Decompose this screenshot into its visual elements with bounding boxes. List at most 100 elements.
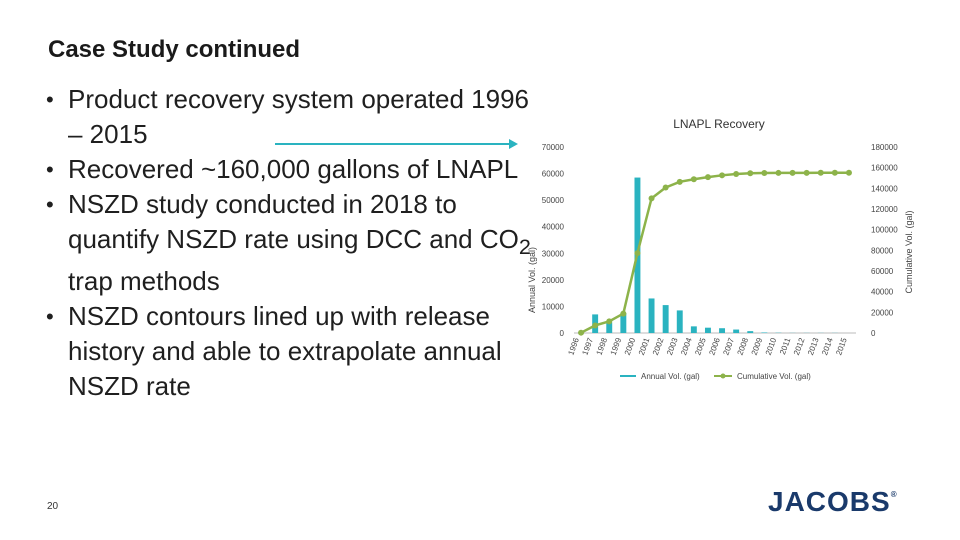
y-right-axis-title: Cumulative Vol. (gal) <box>904 210 914 293</box>
legend-swatch-point <box>720 373 726 379</box>
x-tick-label: 2009 <box>750 336 765 356</box>
bullet-text: NSZD contours lined up with release hist… <box>68 301 502 402</box>
bar <box>606 322 613 333</box>
x-tick-label: 2001 <box>637 336 652 356</box>
logo-text: JACOBS <box>768 486 891 517</box>
x-tick-label: 1998 <box>595 336 610 356</box>
page-number: 20 <box>47 501 59 512</box>
y-tick-label: 10000 <box>542 302 565 311</box>
chart-title: LNAPL Recovery <box>673 117 765 131</box>
bar <box>676 310 683 333</box>
cumulative-point <box>620 310 627 317</box>
x-tick-label: 2006 <box>707 336 722 356</box>
cumulative-point <box>662 184 669 191</box>
x-tick-label: 2003 <box>665 336 680 356</box>
x-tick-label: 2008 <box>736 336 751 356</box>
y-tick-label: 40000 <box>542 223 565 232</box>
x-tick-label: 2000 <box>623 336 638 356</box>
cumulative-point <box>775 169 782 176</box>
cumulative-point <box>845 169 852 176</box>
x-tick-label: 2002 <box>651 336 666 356</box>
bar <box>733 329 740 333</box>
bar <box>662 305 669 333</box>
bullet-item: • NSZD study conducted in 2018 to quanti… <box>40 187 540 299</box>
x-tick-label: 2011 <box>778 336 793 356</box>
arrow-line <box>275 143 513 145</box>
cumulative-point <box>789 169 796 176</box>
legend-label: Cumulative Vol. (gal) <box>737 372 811 381</box>
cumulative-point <box>634 250 641 257</box>
cumulative-point <box>676 178 683 185</box>
x-tick-label: 2014 <box>820 336 835 356</box>
cumulative-point <box>719 172 726 179</box>
x-tick-label: 1997 <box>580 336 595 356</box>
y-right-tick-label: 180000 <box>871 143 898 152</box>
y-right-tick-label: 160000 <box>871 164 898 173</box>
x-tick-label: 2004 <box>679 336 694 356</box>
y-right-tick-label: 0 <box>871 329 876 338</box>
x-tick-label: 2005 <box>693 336 708 356</box>
x-tick-label: 2010 <box>764 336 779 356</box>
y-tick-label: 70000 <box>542 143 565 152</box>
slide-title: Case Study continued <box>48 36 301 63</box>
bullet-text-part: NSZD study conducted in 2018 to quantify… <box>68 189 519 254</box>
bullet-list: • Product recovery system operated 1996 … <box>40 82 540 404</box>
cumulative-point <box>592 322 599 329</box>
cumulative-point <box>733 170 740 177</box>
bullet-text: NSZD study conducted in 2018 to quantify… <box>68 189 531 296</box>
bar <box>648 298 655 333</box>
x-tick-label: 2012 <box>792 336 807 356</box>
cumulative-point <box>803 169 810 176</box>
bar <box>620 313 627 333</box>
subscript: 2 <box>518 234 531 260</box>
x-tick-label: 1996 <box>566 336 581 356</box>
registered-mark: ® <box>890 490 898 499</box>
bar <box>761 332 768 333</box>
cumulative-point <box>761 170 768 177</box>
cumulative-point <box>704 174 711 181</box>
bullet-dot-icon: • <box>46 87 54 112</box>
bullet-dot-icon: • <box>46 157 54 182</box>
bullet-dot-icon: • <box>46 304 54 330</box>
bullet-text-part: trap methods <box>68 266 220 297</box>
bullet-text: Recovered ~160,000 gallons of LNAPL <box>68 154 519 184</box>
y-tick-label: 0 <box>560 329 565 338</box>
y-right-tick-label: 80000 <box>871 246 894 255</box>
x-tick-label: 2015 <box>834 336 849 356</box>
bar <box>747 331 754 333</box>
y-right-tick-label: 60000 <box>871 267 894 276</box>
cumulative-point <box>831 169 838 176</box>
bar <box>690 326 697 333</box>
bullet-dot-icon: • <box>46 192 54 217</box>
y-tick-label: 50000 <box>542 196 565 205</box>
jacobs-logo: JACOBS® <box>768 486 898 518</box>
bullet-item: • NSZD contours lined up with release hi… <box>40 299 540 404</box>
y-right-tick-label: 100000 <box>871 226 898 235</box>
bullet-text: Product recovery system operated 1996 – … <box>68 84 530 149</box>
cumulative-point <box>648 195 655 202</box>
x-tick-label: 1999 <box>609 336 624 356</box>
cumulative-point <box>578 329 585 336</box>
cumulative-point <box>606 318 613 325</box>
bullet-item: • Recovered ~160,000 gallons of LNAPL <box>40 152 540 187</box>
y-tick-label: 30000 <box>542 249 565 258</box>
legend-label: Annual Vol. (gal) <box>641 372 700 381</box>
bar <box>719 328 726 333</box>
bullet-item: • Product recovery system operated 1996 … <box>40 82 540 152</box>
x-tick-label: 2013 <box>806 336 821 356</box>
y-tick-label: 20000 <box>542 276 565 285</box>
x-tick-label: 2007 <box>721 336 736 356</box>
y-right-tick-label: 20000 <box>871 308 894 317</box>
cumulative-point <box>690 176 697 183</box>
y-tick-label: 60000 <box>542 170 565 179</box>
y-right-tick-label: 140000 <box>871 184 898 193</box>
arrow-head-icon <box>509 139 518 149</box>
y-right-tick-label: 120000 <box>871 205 898 214</box>
cumulative-line <box>580 171 849 334</box>
cumulative-point <box>747 170 754 177</box>
y-right-tick-label: 40000 <box>871 288 894 297</box>
y-axis-title: Annual Vol. (gal) <box>527 247 537 313</box>
bar <box>704 327 711 333</box>
cumulative-point <box>817 169 824 176</box>
